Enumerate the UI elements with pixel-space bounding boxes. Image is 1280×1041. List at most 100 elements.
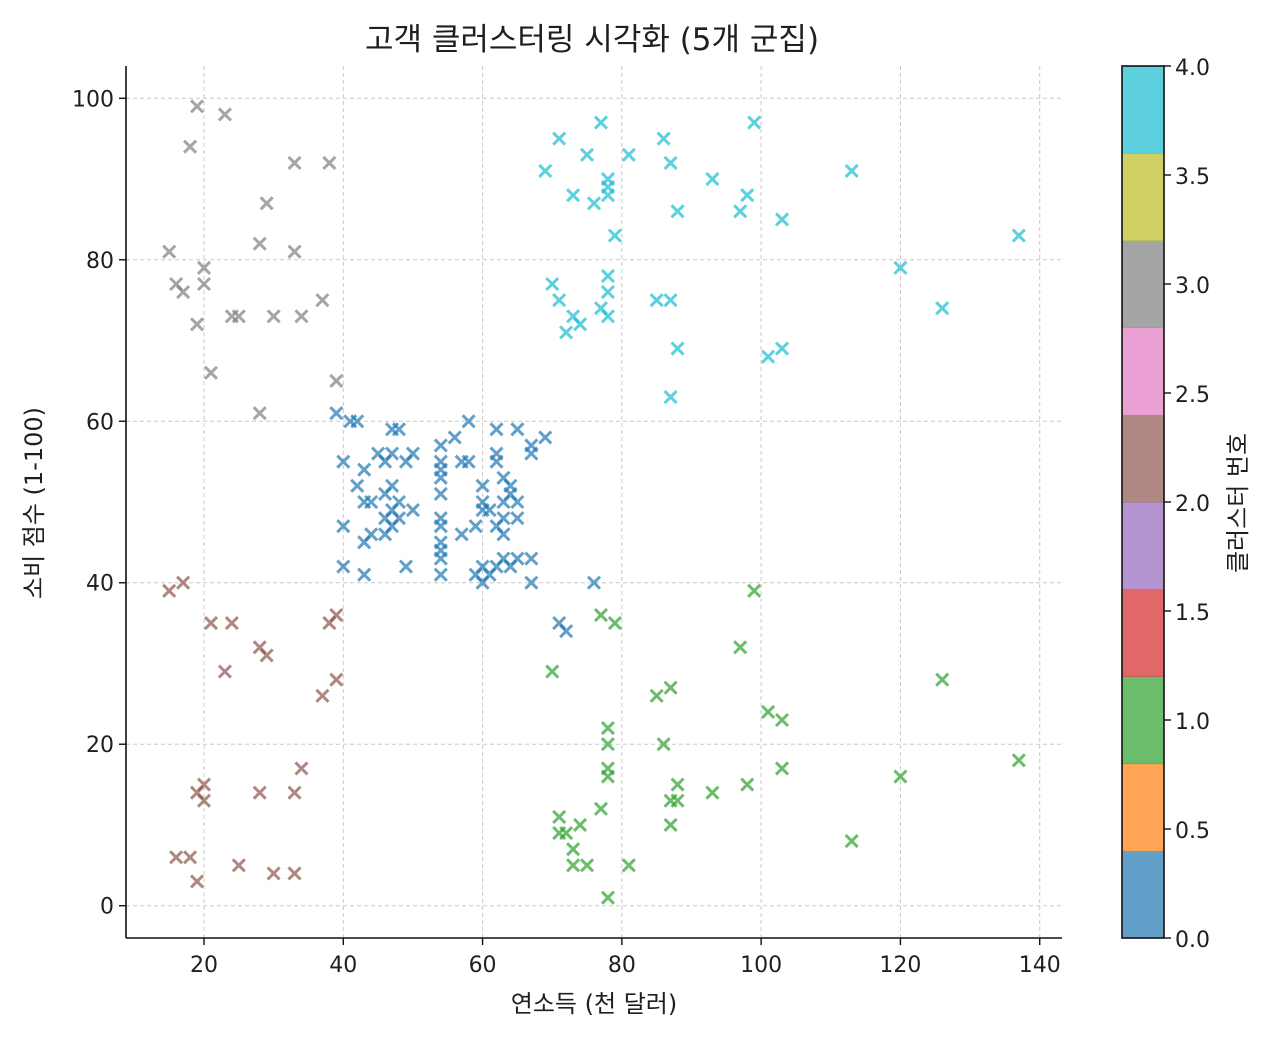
data-point [189, 874, 205, 889]
data-point [705, 171, 720, 187]
colorbar-tick-label: 4.0 [1175, 56, 1210, 81]
colorbar-tick-label: 3.5 [1175, 165, 1210, 190]
data-point [600, 737, 615, 752]
data-point [468, 519, 483, 534]
data-point [287, 155, 302, 170]
data-point [670, 341, 685, 356]
data-point [169, 850, 184, 865]
data-point [774, 212, 790, 227]
data-point [844, 834, 859, 849]
data-point [663, 817, 678, 833]
data-point [552, 131, 567, 146]
x-tick-label: 100 [740, 953, 782, 978]
data-point [336, 559, 351, 574]
data-point [649, 688, 664, 703]
colorbar-tick-label: 1.5 [1175, 601, 1210, 626]
data-point [774, 712, 790, 728]
data-point [663, 293, 678, 308]
colorbar: 0.0 0.5 1.0 1.5 2.0 2.5 3.0 3.5 4.0 [1121, 56, 1210, 953]
data-point [593, 801, 609, 816]
data-point [350, 414, 365, 429]
cluster-0-series [329, 406, 602, 639]
data-point [433, 519, 448, 534]
data-point [559, 325, 574, 340]
data-point [761, 349, 776, 364]
data-point [733, 204, 748, 219]
colorbar-tick-label: 2.5 [1175, 383, 1210, 408]
data-point [183, 850, 198, 865]
data-point [538, 163, 553, 179]
colorbar-label: 클러스터 번호 [1224, 433, 1252, 573]
data-point [663, 155, 678, 170]
y-tick-label: 20 [86, 733, 114, 758]
data-point [670, 204, 685, 219]
data-point [224, 616, 239, 631]
data-point [545, 276, 560, 292]
data-point [663, 680, 678, 695]
data-point [600, 188, 615, 203]
data-point [935, 672, 950, 687]
data-point [329, 406, 344, 421]
x-tick-label: 20 [190, 953, 218, 978]
data-point [559, 825, 574, 841]
x-tick-label: 80 [608, 953, 636, 978]
data-point [357, 567, 372, 582]
x-axis-label: 연소득 (천 달러) [511, 990, 677, 1018]
data-point [433, 551, 448, 566]
data-point [747, 115, 762, 130]
data-point [600, 268, 615, 283]
data-point [433, 438, 448, 453]
colorbar-tick-label: 3.0 [1175, 274, 1210, 299]
cluster-3-series [162, 99, 344, 421]
data-point [552, 293, 567, 308]
data-point [189, 317, 205, 332]
data-point [447, 430, 462, 445]
data-point [217, 664, 232, 679]
data-points [162, 99, 1026, 905]
data-point [176, 575, 191, 590]
data-point [586, 196, 602, 211]
colorbar-segment [1122, 676, 1164, 765]
data-point [266, 866, 281, 881]
data-point [454, 527, 469, 542]
y-tick-label: 40 [86, 572, 114, 597]
data-point [670, 793, 685, 808]
data-point [162, 244, 177, 259]
data-point [733, 640, 748, 655]
data-point [579, 858, 595, 873]
data-point [336, 454, 351, 469]
data-point [607, 228, 622, 243]
y-tick-label: 60 [86, 410, 114, 435]
data-point [524, 446, 539, 461]
x-tick-label: 40 [329, 953, 357, 978]
data-point [336, 519, 351, 534]
data-point [196, 260, 212, 275]
data-point [774, 761, 790, 776]
data-point [364, 527, 379, 542]
x-tick-label: 140 [1019, 953, 1061, 978]
data-point [600, 721, 615, 736]
data-point [489, 422, 504, 437]
data-point [761, 704, 776, 719]
data-point [252, 785, 267, 800]
data-point [496, 511, 511, 526]
colorbar-tick-label: 2.0 [1175, 492, 1210, 517]
data-point [189, 99, 205, 114]
data-point [552, 809, 567, 824]
data-point [405, 446, 420, 461]
data-point [600, 769, 615, 784]
data-point [538, 430, 553, 445]
x-tick-label: 120 [879, 953, 921, 978]
data-point [649, 293, 664, 308]
data-point [475, 478, 490, 493]
data-point [621, 147, 636, 162]
data-point [573, 317, 588, 332]
data-point [621, 858, 636, 873]
colorbar-segment [1122, 850, 1164, 939]
data-point [893, 769, 908, 784]
data-point [461, 414, 476, 429]
data-point [747, 583, 762, 598]
data-point [287, 785, 302, 800]
grid-lines [126, 66, 1062, 938]
data-point [670, 777, 685, 792]
